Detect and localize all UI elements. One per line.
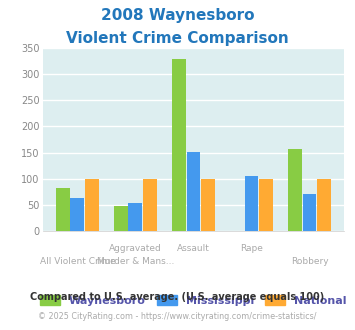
Text: Robbery: Robbery	[291, 257, 328, 266]
Text: Rape: Rape	[240, 244, 263, 253]
Text: © 2025 CityRating.com - https://www.cityrating.com/crime-statistics/: © 2025 CityRating.com - https://www.city…	[38, 312, 317, 321]
Text: Assault: Assault	[177, 244, 210, 253]
Bar	[172, 59, 186, 231]
Bar	[143, 179, 157, 231]
Text: 2008 Waynesboro: 2008 Waynesboro	[101, 8, 254, 23]
Bar	[85, 179, 99, 231]
Bar	[245, 176, 258, 231]
Bar	[186, 152, 201, 231]
Text: All Violent Crime: All Violent Crime	[39, 257, 115, 266]
Bar	[114, 206, 128, 231]
Text: Compared to U.S. average. (U.S. average equals 100): Compared to U.S. average. (U.S. average …	[31, 292, 324, 302]
Text: Violent Crime Comparison: Violent Crime Comparison	[66, 31, 289, 46]
Legend: Waynesboro, Mississippi, National: Waynesboro, Mississippi, National	[40, 295, 347, 306]
Bar	[201, 179, 215, 231]
Text: Aggravated: Aggravated	[109, 244, 162, 253]
Bar	[129, 203, 142, 231]
Bar	[288, 149, 302, 231]
Bar	[70, 198, 84, 231]
Bar	[317, 179, 331, 231]
Text: Murder & Mans...: Murder & Mans...	[97, 257, 174, 266]
Bar	[56, 187, 70, 231]
Bar	[259, 179, 273, 231]
Bar	[302, 194, 317, 231]
